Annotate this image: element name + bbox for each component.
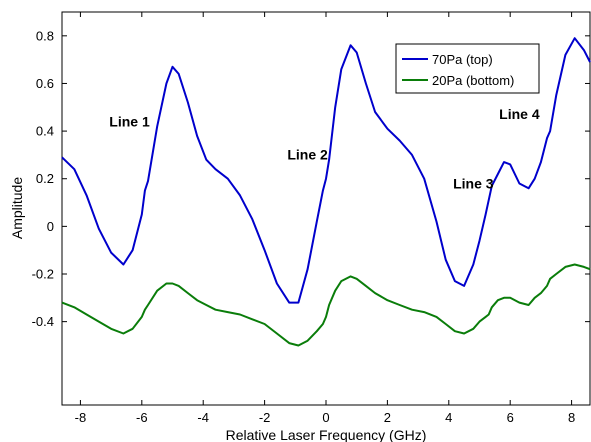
series-line-0 [61,37,591,304]
y-tick-label: 0.2 [36,171,54,186]
y-tick-label: 0.6 [36,76,54,91]
annotation-line-4: Line 4 [499,106,540,122]
legend: 70Pa (top) 20Pa (bottom) [395,43,540,94]
x-tick-label: -6 [136,410,148,425]
series [61,37,591,347]
legend-label-70pa: 70Pa (top) [432,52,493,67]
annotation-line-2: Line 2 [287,147,328,163]
legend-label-20pa: 20Pa (bottom) [432,73,514,88]
x-tick-label: -8 [75,410,87,425]
x-tick-label: 6 [507,410,514,425]
annotations: Line 1 Line 2 Line 3 Line 4 [109,106,540,191]
y-tick-label: 0.8 [36,28,54,43]
y-tick-label: 0.4 [36,124,54,139]
y-tick-label: -0.2 [32,267,54,282]
y-tick-label: -0.4 [32,314,54,329]
x-tick-label: 2 [384,410,391,425]
x-tick-label: -4 [197,410,209,425]
x-tick-label: -2 [259,410,271,425]
x-axis-label: Relative Laser Frequency (GHz) [226,427,427,442]
y-tick-label: 0 [47,219,54,234]
annotation-line-1: Line 1 [109,113,150,129]
annotation-line-3: Line 3 [453,175,494,191]
series-line-1 [61,263,591,347]
ticks: -8 -6 -4 -2 0 2 4 6 8 -0.4 -0.2 0 0.2 0.4 0.6 0.8 [32,12,590,425]
legend-box [395,43,540,94]
x-tick-label: 0 [322,410,329,425]
x-tick-label: 8 [568,410,575,425]
y-axis-label: Amplitude [9,177,25,239]
x-tick-label: 4 [445,410,452,425]
